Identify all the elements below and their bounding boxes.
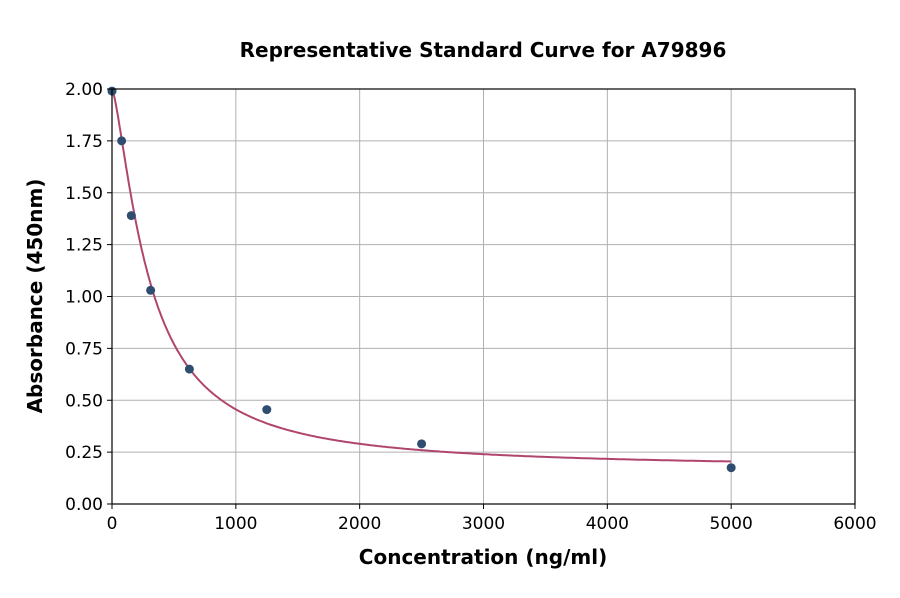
y-tick-label: 0.00	[65, 495, 103, 515]
data-point	[126, 211, 136, 221]
y-tick-label: 1.75	[65, 132, 103, 152]
x-tick-label: 6000	[833, 514, 876, 534]
x-tick-label: 1000	[214, 514, 257, 534]
data-point	[262, 405, 272, 415]
y-axis-label: Absorbance (450nm)	[23, 179, 47, 414]
fit-curve	[111, 88, 732, 463]
x-tick-label: 0	[107, 514, 118, 534]
x-tick-label: 5000	[710, 514, 753, 534]
y-tick-label: 0.50	[65, 391, 103, 411]
y-tick-label: 2.00	[65, 80, 103, 100]
x-tick-label: 2000	[338, 514, 381, 534]
y-tick-label: 0.75	[65, 339, 103, 359]
data-point	[117, 136, 127, 146]
y-tick-label: 0.25	[65, 443, 103, 463]
x-tick-label: 3000	[462, 514, 505, 534]
x-tick-label: 4000	[586, 514, 629, 534]
data-point	[726, 463, 736, 473]
x-axis-label: Concentration (ng/ml)	[359, 545, 607, 569]
y-tick-label: 1.25	[65, 236, 103, 256]
data-point	[146, 285, 156, 295]
y-tick-label: 1.50	[65, 184, 103, 204]
y-tick-label: 1.00	[65, 288, 103, 308]
data-point	[184, 364, 194, 374]
chart-title: Representative Standard Curve for A79896	[240, 38, 727, 62]
data-point	[417, 439, 427, 449]
